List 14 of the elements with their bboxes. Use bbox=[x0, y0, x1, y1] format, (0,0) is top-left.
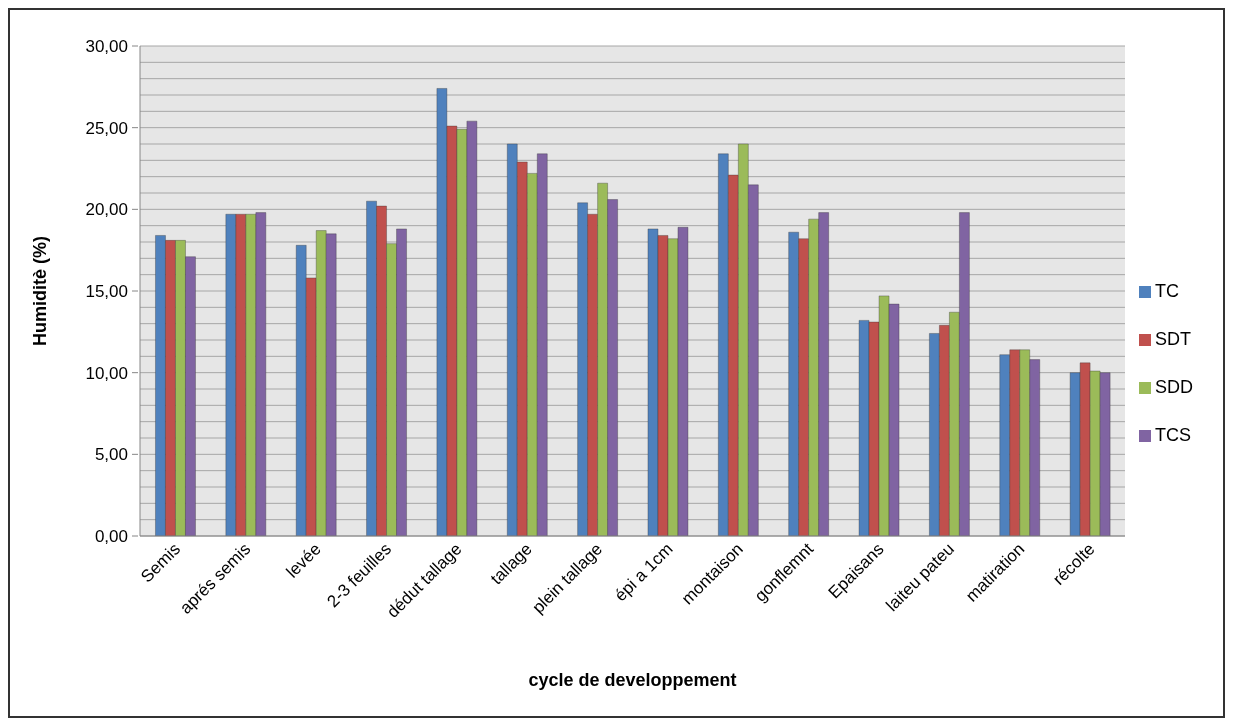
y-tick-label: 20,00 bbox=[85, 200, 128, 220]
legend-label: TCS bbox=[1154, 425, 1191, 445]
x-tick-label: épi a 1cm bbox=[610, 539, 677, 605]
y-tick-label: 5,00 bbox=[94, 445, 128, 465]
legend-label: SDT bbox=[1154, 329, 1191, 349]
x-axis-title: cycle de developpement bbox=[528, 670, 737, 690]
legend-label: TC bbox=[1154, 281, 1179, 301]
y-axis-title: Humiditè (%) bbox=[30, 236, 51, 346]
y-tick-label: 0,00 bbox=[94, 527, 128, 546]
y-tick-label: 30,00 bbox=[85, 37, 128, 56]
y-tick-label: 15,00 bbox=[85, 282, 128, 301]
y-tick-label: 10,00 bbox=[85, 363, 128, 383]
y-tick-label: 25,00 bbox=[85, 118, 128, 138]
legend-label: SDD bbox=[1154, 377, 1193, 397]
